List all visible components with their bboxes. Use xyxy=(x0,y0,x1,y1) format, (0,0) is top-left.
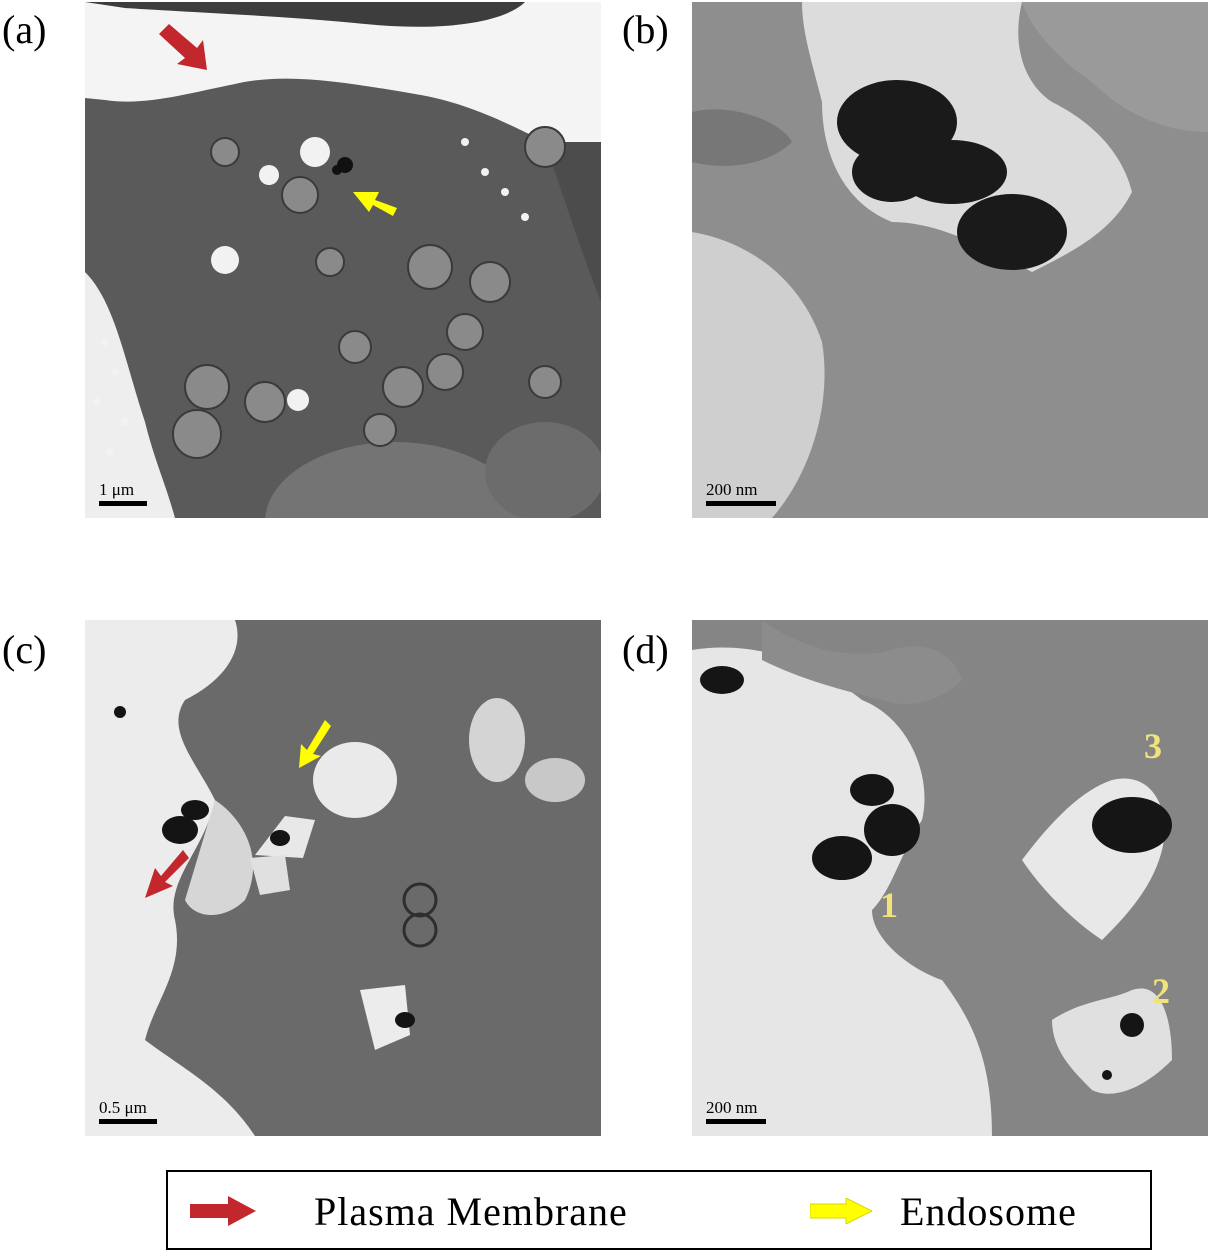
panel-label-b: (b) xyxy=(622,7,669,52)
scale-bar-b: 200 nm xyxy=(706,480,776,506)
panel-label-a: (a) xyxy=(2,7,47,52)
region-label-3: 3 xyxy=(1144,726,1162,766)
endosome-arrow-icon xyxy=(810,1198,872,1224)
micrograph-d: 1 2 3 200 nm xyxy=(692,620,1208,1136)
region-label-1: 1 xyxy=(880,885,898,925)
plasma-membrane-arrow-icon xyxy=(190,1196,256,1226)
plasma-membrane-arrow xyxy=(145,850,189,898)
legend-endosome-label: Endosome xyxy=(900,1189,1077,1234)
scale-bar-c: 0.5 μm xyxy=(99,1098,157,1124)
panel-label-d: (d) xyxy=(622,627,669,672)
panel-label-c: (c) xyxy=(2,627,47,672)
endosome-arrow xyxy=(353,192,397,216)
endosome-arrow xyxy=(299,720,331,768)
micrograph-a: 1 μm xyxy=(85,2,601,518)
plasma-membrane-arrow xyxy=(159,24,207,70)
legend: Plasma Membrane Endosome xyxy=(166,1170,1152,1250)
scale-bar-d: 200 nm xyxy=(706,1098,766,1124)
legend-plasma-membrane-label: Plasma Membrane xyxy=(314,1189,628,1234)
scale-bar-a: 1 μm xyxy=(99,480,147,506)
region-label-2: 2 xyxy=(1152,971,1170,1011)
micrograph-b: 200 nm xyxy=(692,2,1208,518)
micrograph-c: 0.5 μm xyxy=(85,620,601,1136)
